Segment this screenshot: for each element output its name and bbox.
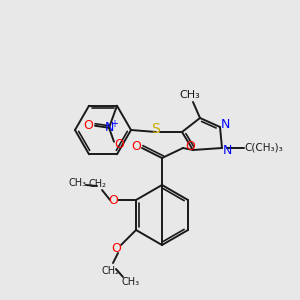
Text: N: N (220, 118, 230, 130)
Text: N: N (104, 121, 114, 134)
Text: CH₃: CH₃ (69, 178, 87, 188)
Text: O: O (108, 194, 118, 206)
Text: O: O (185, 140, 195, 154)
Text: CH₃: CH₃ (180, 90, 200, 100)
Text: O: O (131, 140, 141, 154)
Text: C(CH₃)₃: C(CH₃)₃ (244, 143, 284, 153)
Text: S: S (151, 122, 159, 136)
Text: O: O (114, 138, 124, 151)
Text: CH₂: CH₂ (88, 179, 106, 189)
Text: CH₃: CH₃ (122, 277, 140, 287)
Text: N: N (222, 145, 232, 158)
Text: CH₂: CH₂ (101, 266, 119, 276)
Text: O: O (111, 242, 121, 256)
Text: +: + (110, 119, 118, 129)
Text: O: O (83, 119, 93, 132)
